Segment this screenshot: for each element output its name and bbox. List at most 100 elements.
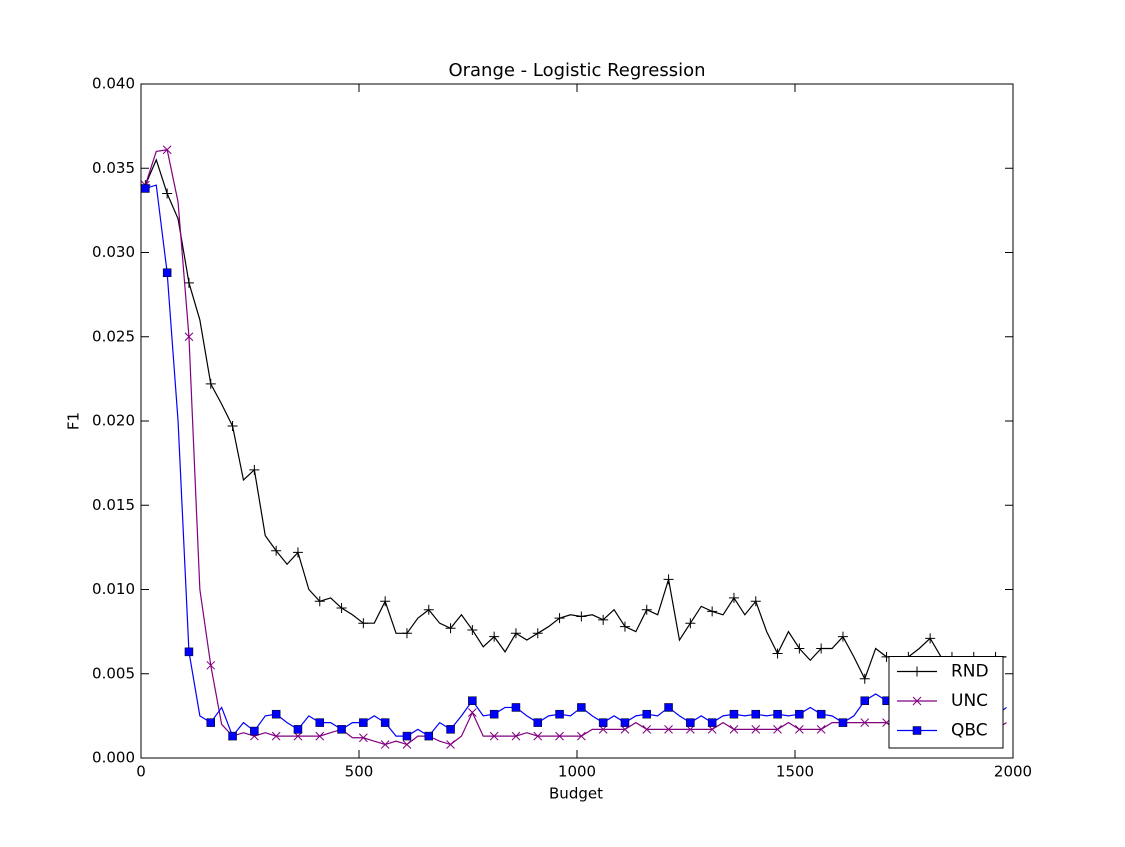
marker-x [271, 731, 281, 741]
marker-x [206, 660, 216, 670]
marker-plus [358, 618, 369, 629]
legend-label: RND [951, 662, 989, 682]
marker-x [402, 740, 412, 749]
marker-plus [859, 673, 870, 684]
marker-square [271, 709, 281, 719]
marker-square [206, 718, 216, 727]
y-tick-label: 0.010 [92, 580, 135, 598]
legend-marker [912, 696, 922, 706]
marker-plus [292, 547, 303, 558]
marker-plus [314, 596, 325, 607]
marker-square [860, 696, 870, 705]
marker-square [446, 725, 455, 734]
marker-x [184, 332, 194, 342]
marker-x [729, 725, 739, 734]
marker-square [250, 726, 259, 736]
marker-square [359, 718, 368, 727]
y-tick-label: 0.015 [92, 496, 135, 514]
marker-plus [249, 464, 260, 475]
marker-square [293, 725, 303, 734]
marker-plus [336, 603, 347, 614]
y-tick-label: 0.000 [92, 749, 135, 767]
x-tick-label: 1000 [558, 763, 596, 781]
marker-plus [532, 628, 543, 639]
marker-x [380, 740, 390, 749]
marker-x [664, 725, 673, 734]
marker-plus [772, 648, 783, 659]
marker-square [141, 184, 150, 193]
marker-square [468, 696, 477, 705]
marker-square [707, 718, 717, 727]
marker-plus [641, 604, 652, 615]
marker-plus [794, 643, 805, 654]
series-line [144, 149, 1007, 746]
y-tick-label: 0.005 [92, 664, 135, 682]
marker-square [337, 725, 346, 734]
marker-x [489, 731, 499, 741]
marker-plus [205, 378, 216, 389]
marker-square [555, 709, 564, 719]
marker-plus [728, 592, 739, 603]
marker-plus [750, 596, 761, 607]
marker-plus [183, 277, 194, 288]
marker-plus [619, 621, 630, 632]
x-axis-label: Budget [549, 785, 603, 803]
marker-plus [663, 574, 674, 585]
marker-x [795, 725, 804, 734]
x-tick-label: 0 [136, 763, 146, 781]
marker-x [555, 731, 564, 741]
marker-square [795, 709, 804, 719]
marker-plus [467, 624, 478, 635]
y-axis-label: F1 [65, 412, 83, 430]
marker-square [598, 718, 608, 727]
marker-x [577, 731, 586, 741]
series-line [144, 158, 1007, 681]
y-tick-label: 0.025 [92, 327, 135, 345]
marker-plus [837, 631, 848, 642]
marker-square [642, 709, 652, 719]
x-tick-label: 2000 [994, 763, 1032, 781]
marker-plus [816, 643, 827, 654]
marker-plus [445, 623, 456, 634]
marker-square [489, 709, 499, 719]
y-tick-label: 0.020 [92, 412, 135, 430]
marker-x [162, 145, 172, 155]
marker-square [751, 709, 761, 719]
marker-square [816, 709, 826, 719]
marker-x [773, 725, 782, 734]
marker-x [642, 725, 652, 734]
marker-x [860, 718, 870, 727]
marker-square [577, 703, 586, 712]
marker-square [228, 731, 237, 741]
marker-plus [576, 611, 587, 622]
marker-x [446, 740, 455, 749]
marker-plus [489, 631, 500, 642]
marker-x [315, 731, 325, 741]
chart-title: Orange - Logistic Regression [448, 60, 705, 81]
marker-square [511, 703, 521, 712]
marker-plus [271, 545, 282, 556]
marker-square [620, 718, 630, 727]
y-tick-label: 0.035 [92, 159, 135, 177]
marker-plus [380, 596, 391, 607]
marker-square [380, 718, 390, 727]
x-tick-label: 500 [345, 763, 374, 781]
marker-x [359, 733, 368, 743]
y-tick-label: 0.030 [92, 243, 135, 261]
marker-plus [162, 188, 173, 199]
marker-x [511, 731, 521, 741]
marker-square [773, 709, 782, 719]
y-tick-label: 0.040 [92, 75, 135, 93]
marker-x [816, 725, 826, 734]
marker-square [184, 647, 194, 657]
marker-plus [423, 604, 434, 615]
legend-label: UNC [951, 691, 988, 711]
marker-square [838, 718, 848, 727]
marker-plus [685, 618, 696, 629]
marker-plus [707, 606, 718, 617]
marker-x [533, 731, 543, 741]
marker-plus [554, 613, 565, 624]
marker-square [315, 718, 325, 727]
